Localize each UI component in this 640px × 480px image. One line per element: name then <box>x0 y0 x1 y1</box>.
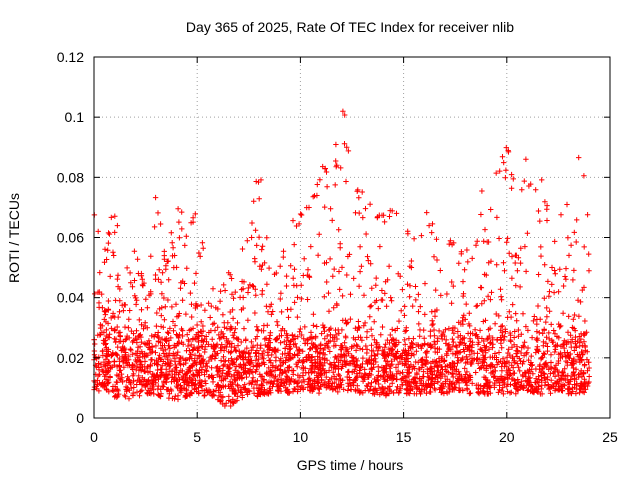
chart-title: Day 365 of 2025, Rate Of TEC Index for r… <box>186 19 514 35</box>
x-tick-label: 0 <box>90 429 98 445</box>
x-tick-label: 15 <box>396 429 412 445</box>
axis-ticks <box>93 56 611 419</box>
y-tick-label: 0.06 <box>57 230 84 246</box>
x-tick-label: 20 <box>499 429 515 445</box>
y-axis-label: ROTI / TECUs <box>6 193 22 283</box>
y-tick-label: 0.12 <box>57 49 84 65</box>
y-tick-label: 0.08 <box>57 169 84 185</box>
y-tick-label: 0.04 <box>57 290 84 306</box>
y-tick-label: 0 <box>76 410 84 426</box>
x-tick-label: 25 <box>602 429 618 445</box>
y-tick-labels: 0 0.02 0.04 0.06 0.08 0.1 0.12 <box>57 49 84 426</box>
x-tick-labels: 0 5 10 15 20 25 <box>90 429 618 445</box>
roti-markers <box>91 108 592 409</box>
x-axis-label: GPS time / hours <box>297 457 404 473</box>
x-tick-label: 5 <box>193 429 201 445</box>
y-tick-label: 0.1 <box>65 109 85 125</box>
y-tick-label: 0.02 <box>57 350 84 366</box>
data-points <box>91 108 592 409</box>
x-tick-label: 10 <box>293 429 309 445</box>
